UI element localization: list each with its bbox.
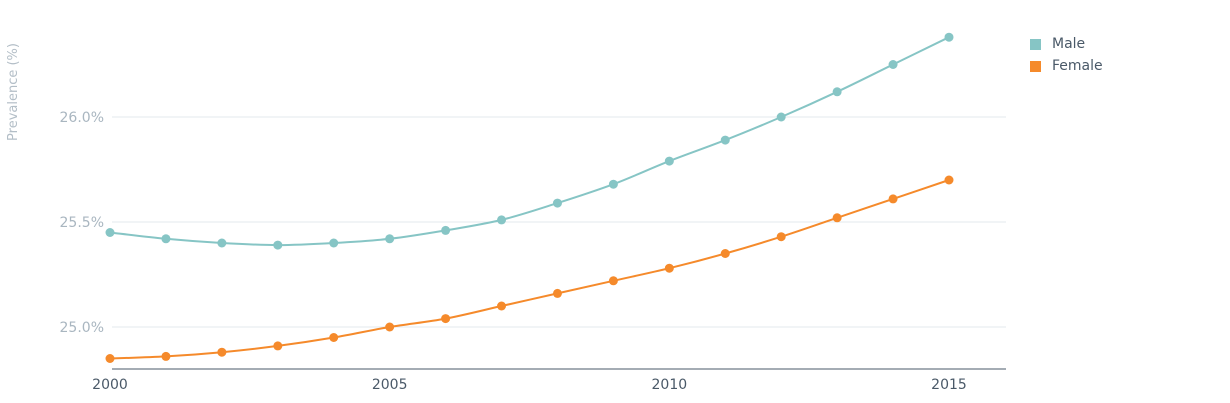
data-point-female[interactable] xyxy=(664,263,674,273)
data-point-female[interactable] xyxy=(105,354,115,363)
data-point-male[interactable] xyxy=(720,135,730,145)
data-point-female[interactable] xyxy=(385,322,395,332)
data-point-male[interactable] xyxy=(608,179,618,189)
series-male xyxy=(105,32,954,250)
data-point-female[interactable] xyxy=(273,341,283,351)
series-line-female xyxy=(109,179,950,360)
data-point-female[interactable] xyxy=(776,232,786,242)
data-point-male[interactable] xyxy=(217,238,227,248)
data-point-female[interactable] xyxy=(329,333,339,342)
data-point-male[interactable] xyxy=(385,234,395,244)
data-point-male[interactable] xyxy=(105,228,115,237)
y-tick-label: 26.0% xyxy=(60,110,104,126)
y-axis-ticks: 25.0% 25.5% 26.0% xyxy=(60,110,104,336)
legend-label-male: Male xyxy=(1052,36,1086,52)
data-point-male[interactable] xyxy=(552,198,562,208)
data-point-female[interactable] xyxy=(832,213,842,223)
x-tick-label: 2010 xyxy=(652,377,688,393)
legend: Male Female xyxy=(1030,33,1103,77)
series-line-male xyxy=(109,36,950,247)
series-female xyxy=(105,175,954,363)
data-point-female[interactable] xyxy=(161,351,171,361)
y-tick-label: 25.5% xyxy=(60,215,104,231)
data-point-female[interactable] xyxy=(944,175,954,185)
data-point-female[interactable] xyxy=(552,288,562,298)
legend-label-female: Female xyxy=(1052,58,1103,74)
data-point-male[interactable] xyxy=(944,32,954,42)
data-point-male[interactable] xyxy=(441,225,451,235)
data-point-male[interactable] xyxy=(329,238,339,248)
data-point-female[interactable] xyxy=(497,301,507,311)
data-point-female[interactable] xyxy=(608,276,618,286)
y-axis-title: Prevalence (%) xyxy=(6,43,21,141)
data-point-male[interactable] xyxy=(888,60,898,69)
data-point-male[interactable] xyxy=(161,234,171,244)
data-point-male[interactable] xyxy=(273,240,283,250)
data-point-male[interactable] xyxy=(776,112,786,122)
data-point-male[interactable] xyxy=(664,156,674,166)
legend-swatch-male xyxy=(1030,38,1041,50)
data-point-female[interactable] xyxy=(888,194,898,204)
data-point-male[interactable] xyxy=(497,215,507,225)
x-axis-ticks: 2000 2005 2010 2015 xyxy=(92,377,967,393)
legend-swatch-female xyxy=(1030,60,1041,72)
series-group xyxy=(105,32,954,363)
data-point-female[interactable] xyxy=(720,249,730,258)
x-tick-label: 2005 xyxy=(372,377,408,393)
data-point-female[interactable] xyxy=(441,314,451,324)
legend-item-male[interactable]: Male xyxy=(1030,33,1103,55)
grid-lines xyxy=(112,116,1006,328)
data-point-female[interactable] xyxy=(217,347,227,357)
y-tick-label: 25.0% xyxy=(60,320,104,336)
x-tick-label: 2015 xyxy=(931,377,967,393)
x-tick-label: 2000 xyxy=(92,377,128,393)
data-point-male[interactable] xyxy=(832,87,842,97)
legend-item-female[interactable]: Female xyxy=(1030,55,1103,77)
